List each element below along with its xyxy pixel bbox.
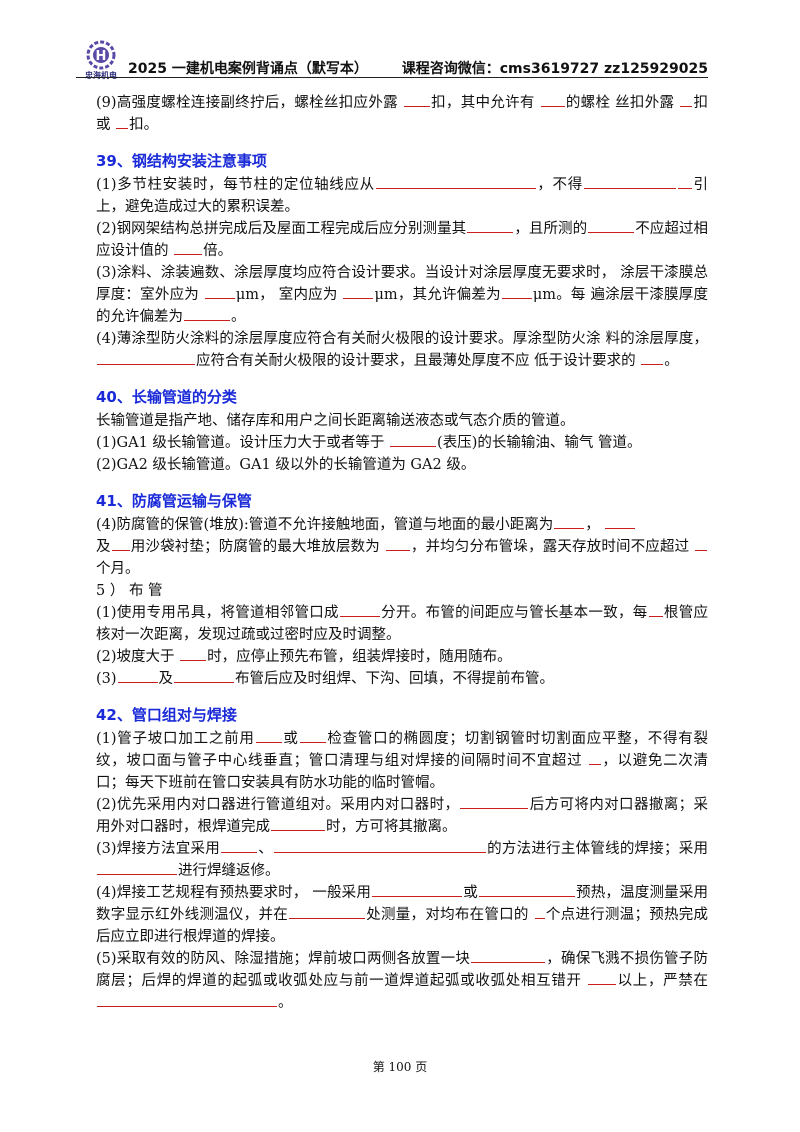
header-rule: [76, 77, 708, 78]
s41-item-4: (4)防腐管的保管(堆放):管道不允许接触地面，管道与地面的最小距离为， 及用沙…: [96, 514, 708, 580]
contact-info: 课程咨询微信：cms3619727 zz125929025: [401, 61, 708, 77]
s41-item-2: (2)坡度大于 时，应停止预先布管，组装焊接时，随用随布。: [96, 646, 708, 668]
logo-text: 忠海机电: [85, 71, 117, 80]
s42-item-4: (4)焊接工艺规程有预热要求时， 一般采用或预热，温度测量采用数字显示红外线测温…: [96, 882, 708, 948]
s39-item-4: (4)薄涂型防火涂料的涂层厚度应符合有关耐火极限的设计要求。厚涂型防火涂 料的涂…: [96, 331, 708, 369]
item-9: (9)高强度螺栓连接副终拧后，螺栓丝扣应外露 扣，其中允许有 的螺栓 丝扣外露 …: [96, 92, 708, 136]
section-41-title: 41、防腐管运输与保管: [96, 492, 252, 510]
s40-item-2: (2)GA2 级长输管道。GA1 级以外的长输管道为 GA2 级。: [96, 457, 476, 473]
s39-item-2: (2)钢网架结构总拼完成后及屋面工程完成后应分别测量其 ，且所测的 不应超过相应设计…: [96, 218, 708, 262]
logo-icon: H: [76, 40, 126, 80]
s40-intro: 长输管道是指产地、储存库和用户之间长距离输送液态或气态介质的管道。: [96, 413, 575, 429]
section-40-title: 40、长输管道的分类: [96, 388, 237, 406]
s42-item-3: (3)焊接方法宜采用、的方法进行主体管线的焊接；采用进行焊缝返修。: [96, 838, 708, 882]
svg-text:H: H: [96, 49, 107, 64]
document-title: 2025 一建机电案例背诵点（默写本）: [128, 61, 368, 77]
page-header: H 忠海机电 2025 一建机电案例背诵点（默写本） 课程咨询微信：cms361…: [76, 40, 708, 80]
page-number: 第 100 页: [372, 1060, 428, 1074]
s39-item-1: (1)多节柱安装时，每节柱的定位轴线应从 ，不得 引上，避免造成过大的累积误差。: [96, 174, 708, 218]
s42-item-2: (2)优先采用内对口器进行管道组对。采用内对口器时， 后方可将内对口器撤离；采用外…: [96, 794, 708, 838]
main-content: (9)高强度螺栓连接副终拧后，螺栓丝扣应外露 扣，其中允许有 的螺栓 丝扣外露 …: [96, 92, 708, 1014]
s41-subheading: 5 ） 布 管: [96, 583, 163, 599]
s40-item-1: (1)GA1 级长输管道。设计压力大于或者等于 (表压)的长输输油、输气 管道。: [96, 432, 708, 454]
s42-item-1: (1)管子坡口加工之前用或检查管口的椭圆度；切割钢管时切割面应平整，不得有裂纹，…: [96, 728, 708, 794]
s41-item-1: (1)使用专用吊具，将管道相邻管口成 分开。布管的间距应与管长基本一致，每 根管应核…: [96, 602, 708, 646]
section-39-title: 39、钢结构安装注意事项: [96, 152, 267, 170]
s39-item-3: (3)涂料、涂装遍数、涂层厚度均应符合设计要求。当设计对涂层厚度无要求时， 涂层…: [96, 265, 708, 325]
section-42-title: 42、管口组对与焊接: [96, 706, 237, 724]
s41-item-3: (3) 及布管后应及时组焊、下沟、回填，不得提前布管。: [96, 668, 708, 690]
s42-item-5: (5)采取有效的防风、除湿措施；焊前坡口两侧各放置一块 ，确保飞溅不损伤管子防腐层…: [96, 948, 708, 1014]
